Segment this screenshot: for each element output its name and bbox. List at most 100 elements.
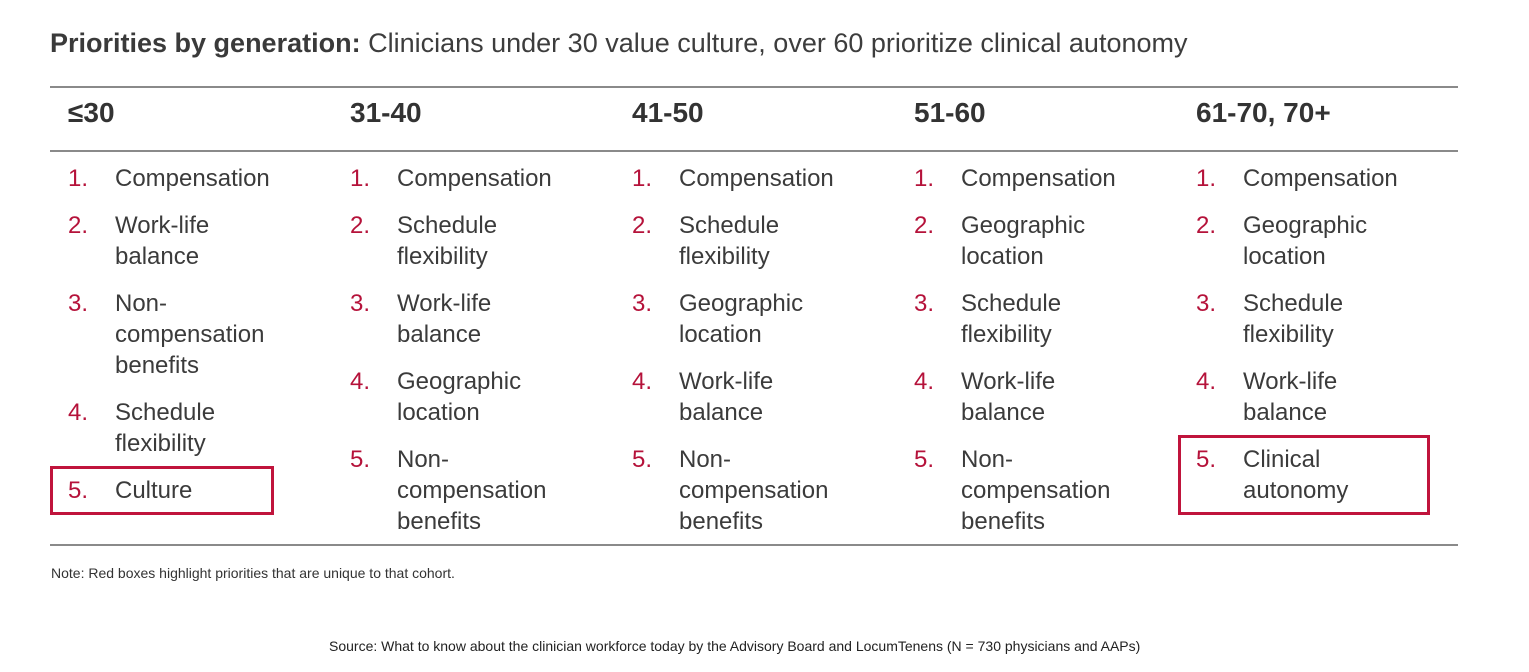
rank-number: 1. [1196, 165, 1217, 192]
priority-label-line: flexibility [1243, 321, 1334, 348]
priority-label-line: Work-life [115, 212, 210, 239]
priority-label: Schedule flexibility [1243, 288, 1423, 350]
priority-label: Schedule flexibility [679, 210, 859, 272]
priority-label: Work-life balance [397, 288, 577, 350]
priority-label-line: location [679, 321, 762, 348]
page-title: Priorities by generation: Clinicians und… [50, 28, 1188, 59]
priority-label: Clinical autonomy [1243, 444, 1423, 506]
rank-number: 3. [632, 290, 653, 317]
column-header: 61-70, 70+ [1196, 97, 1331, 128]
rank-number: 5. [914, 446, 935, 473]
priority-label: Schedule flexibility [115, 397, 295, 459]
priority-label-line: Schedule [679, 212, 780, 239]
priority-label-line: Schedule [1243, 290, 1344, 317]
priority-label: Schedule flexibility [397, 210, 577, 272]
priority-label: Work-life balance [115, 210, 295, 272]
rank-number: 2. [914, 212, 935, 239]
priority-label-line: Schedule [115, 399, 216, 426]
table-header-rule [50, 150, 1458, 152]
priority-label-line: benefits [115, 352, 200, 379]
priority-label: Work-life balance [961, 366, 1141, 428]
rank-number: 5. [1196, 446, 1217, 473]
source-citation: Source: What to know about the clinician… [329, 638, 1141, 654]
priority-label-line: Work-life [961, 368, 1056, 395]
priority-label-line: Compensation [115, 165, 270, 192]
priority-label-line: balance [679, 399, 764, 426]
priority-label: Geographic location [679, 288, 859, 350]
rank-number: 3. [1196, 290, 1217, 317]
priority-label: Compensation [115, 163, 295, 194]
priority-label-line: Schedule [397, 212, 498, 239]
rank-number: 4. [1196, 368, 1217, 395]
priority-label-line: Non- [397, 446, 450, 473]
priority-label-line: location [961, 243, 1044, 270]
priority-label: Compensation [961, 163, 1141, 194]
rank-number: 5. [632, 446, 653, 473]
priority-label: Compensation [679, 163, 859, 194]
rank-number: 2. [68, 212, 89, 239]
priority-label-line: location [1243, 243, 1326, 270]
priority-label-line: Work-life [397, 290, 492, 317]
priority-label-line: Clinical [1243, 446, 1321, 473]
title-rest: Clinicians under 30 value culture, over … [360, 28, 1188, 58]
priority-label-line: compensation [115, 321, 265, 348]
rank-number: 1. [914, 165, 935, 192]
rank-number: 1. [350, 165, 371, 192]
priority-label-line: Geographic [1243, 212, 1368, 239]
column-header: 51-60 [914, 97, 986, 128]
priority-label-line: compensation [679, 477, 829, 504]
priority-label-line: Geographic [397, 368, 522, 395]
priority-label: Non-compensation benefits [397, 444, 577, 537]
priority-label-line: Compensation [961, 165, 1116, 192]
rank-number: 3. [914, 290, 935, 317]
priority-label-line: benefits [961, 508, 1046, 535]
column-header: 31-40 [350, 97, 422, 128]
rank-number: 3. [68, 290, 89, 317]
priority-label-line: benefits [679, 508, 764, 535]
priority-label-line: Compensation [1243, 165, 1398, 192]
footnote: Note: Red boxes highlight priorities tha… [51, 565, 455, 581]
priority-label-line: flexibility [397, 243, 488, 270]
priority-label: Schedule flexibility [961, 288, 1141, 350]
column-header: ≤30 [68, 97, 115, 128]
rank-number: 4. [914, 368, 935, 395]
priority-label: Work-life balance [1243, 366, 1423, 428]
rank-number: 3. [350, 290, 371, 317]
priority-label: Non-compensation benefits [679, 444, 859, 537]
unique-priority-highlight-box [1178, 435, 1430, 515]
rank-number: 1. [632, 165, 653, 192]
rank-number: 2. [350, 212, 371, 239]
rank-number: 2. [1196, 212, 1217, 239]
priority-label-line: flexibility [115, 430, 206, 457]
priority-label-line: Culture [115, 477, 193, 504]
priority-label: Geographic location [1243, 210, 1423, 272]
rank-number: 2. [632, 212, 653, 239]
priority-label-line: balance [1243, 399, 1328, 426]
priority-label-line: Compensation [397, 165, 552, 192]
rank-number: 1. [68, 165, 89, 192]
priority-label-line: compensation [961, 477, 1111, 504]
priority-label-line: balance [961, 399, 1046, 426]
priority-label-line: Geographic [961, 212, 1086, 239]
rank-number: 4. [68, 399, 89, 426]
priority-label: Geographic location [397, 366, 577, 428]
priority-label-line: flexibility [679, 243, 770, 270]
priority-label-line: Non- [679, 446, 732, 473]
priority-label-line: autonomy [1243, 477, 1349, 504]
priority-label-line: Non- [115, 290, 168, 317]
rank-number: 4. [350, 368, 371, 395]
priority-label-line: compensation [397, 477, 547, 504]
column-header: 41-50 [632, 97, 704, 128]
unique-priority-highlight-box [50, 466, 274, 515]
priority-label-line: balance [115, 243, 200, 270]
priority-label-line: Schedule [961, 290, 1062, 317]
priority-label-line: Geographic [679, 290, 804, 317]
priority-label-line: Non- [961, 446, 1014, 473]
table-top-rule [50, 86, 1458, 88]
table-bottom-rule [50, 544, 1458, 546]
priority-label-line: balance [397, 321, 482, 348]
rank-number: 5. [350, 446, 371, 473]
priority-label: Non-compensation benefits [961, 444, 1141, 537]
priority-label: Compensation [397, 163, 577, 194]
priority-label-line: flexibility [961, 321, 1052, 348]
